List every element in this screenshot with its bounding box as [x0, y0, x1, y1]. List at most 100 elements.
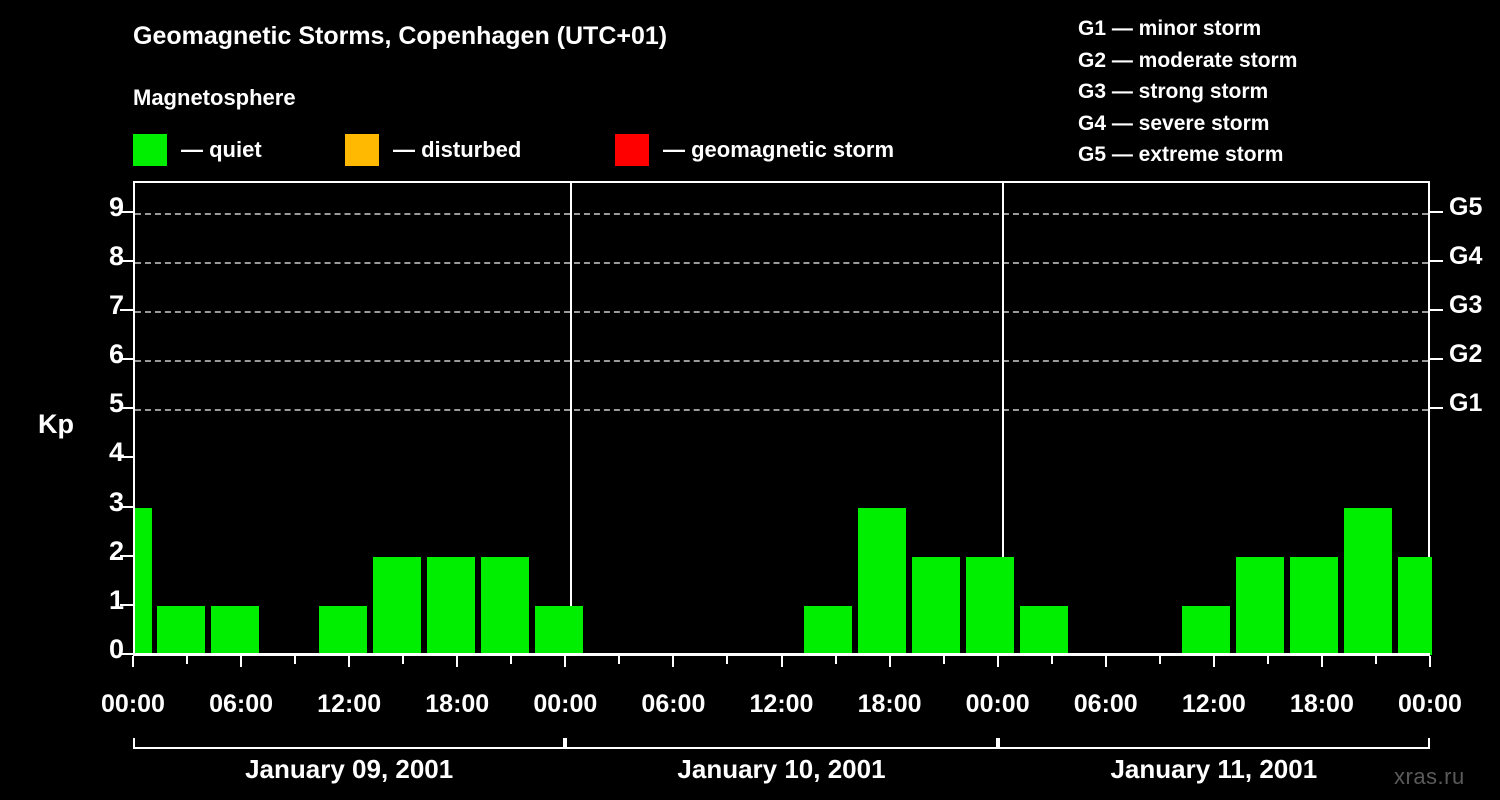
- y-tick-label-4: 4: [108, 437, 124, 468]
- disturbed-legend-text: — disturbed: [393, 137, 522, 162]
- kp-bar: [535, 605, 583, 655]
- plot-area: [133, 181, 1432, 655]
- magnetosphere-label: Magnetosphere: [133, 85, 296, 110]
- x-tick-mark-9: [1104, 656, 1107, 667]
- g-axis-tick-G5: [1430, 210, 1443, 213]
- x-tick-label-11: 18:00: [1289, 690, 1354, 718]
- x-axis-baseline: [133, 653, 1430, 656]
- geomagnetic-storm-legend-text: — geomagnetic storm: [663, 137, 895, 162]
- x-tick-mark-0: [132, 656, 134, 667]
- y-tick-label-6: 6: [108, 339, 124, 369]
- g-legend-row-1: G1 — minor storm: [1078, 17, 1262, 40]
- day-separator-2: [1002, 183, 1004, 655]
- x-tick-mark-8: [996, 656, 999, 667]
- x-minor-tick-19: [1158, 656, 1161, 664]
- gridline-kp-9: [135, 212, 1428, 215]
- quiet-legend: — quiet: [133, 132, 262, 168]
- kp-bar: [1020, 605, 1068, 655]
- page-title: Geomagnetic Storms, Copenhagen (UTC+01): [133, 22, 668, 50]
- g-axis-tick-G2: [1430, 358, 1443, 360]
- x-minor-tick-1: [186, 656, 189, 664]
- x-tick-mark-1: [240, 656, 243, 667]
- kp-bar: [912, 556, 960, 655]
- y-tick-label-2: 2: [108, 535, 124, 566]
- kp-bar: [1398, 556, 1432, 655]
- g-axis-label-G2: G2: [1449, 340, 1483, 368]
- kp-bar: [427, 556, 475, 655]
- y-axis-title: Kp: [38, 409, 74, 439]
- x-tick-mark-12: [1429, 656, 1431, 667]
- x-tick-label-6: 12:00: [749, 690, 814, 718]
- y-tick-label-0: 0: [108, 634, 124, 664]
- x-tick-label-12: 00:00: [1398, 690, 1462, 718]
- y-tick-mark-3: [120, 505, 133, 508]
- y-tick-label-8: 8: [108, 240, 124, 271]
- kp-bar: [858, 507, 906, 655]
- kp-bar: [1344, 507, 1392, 655]
- x-minor-tick-15: [942, 656, 945, 664]
- x-tick-label-3: 18:00: [425, 690, 490, 718]
- x-tick-label-5: 06:00: [641, 690, 706, 718]
- kp-bar: [1236, 556, 1284, 655]
- y-tick-mark-4: [120, 456, 133, 459]
- x-minor-tick-11: [726, 656, 729, 664]
- x-tick-mark-3: [456, 656, 459, 667]
- g-legend-row-3: G3 — strong storm: [1078, 80, 1269, 103]
- g-axis-tick-G1: [1430, 407, 1443, 410]
- plot-inner: [135, 183, 1432, 655]
- date-label-2: January 10, 2001: [677, 754, 886, 784]
- x-tick-mark-5: [672, 656, 675, 667]
- geomagnetic-storm-legend-swatch: [615, 134, 649, 166]
- g-axis-tick-G3: [1430, 308, 1443, 311]
- x-tick-mark-7: [888, 656, 891, 667]
- y-tick-label-7: 7: [108, 289, 124, 320]
- x-tick-mark-6: [780, 656, 783, 667]
- g-axis-label-G4: G4: [1449, 241, 1483, 270]
- x-tick-label-0: 00:00: [101, 690, 165, 718]
- y-tick-label-5: 5: [108, 388, 124, 419]
- gridline-kp-8: [135, 261, 1428, 264]
- g-axis-label-G1: G1: [1449, 389, 1483, 418]
- gridline-kp-5: [135, 409, 1428, 412]
- kp-bar: [966, 556, 1014, 655]
- x-minor-tick-9: [618, 656, 621, 664]
- x-tick-label-4: 00:00: [533, 690, 598, 718]
- y-tick-mark-5: [120, 407, 133, 410]
- x-tick-mark-4: [564, 656, 567, 667]
- g-axis-label-G5: G5: [1449, 192, 1483, 221]
- geomagnetic-storm-legend: — geomagnetic storm: [615, 132, 894, 168]
- g-legend-row-5: G5 — extreme storm: [1078, 143, 1284, 166]
- x-minor-tick-3: [294, 656, 297, 664]
- g-axis-tick-G4: [1430, 259, 1443, 262]
- x-tick-mark-2: [348, 656, 351, 667]
- y-tick-mark-7: [120, 308, 133, 311]
- kp-bar: [319, 605, 367, 655]
- date-label-1: January 09, 2001: [245, 754, 454, 784]
- date-bracket-2: [565, 738, 998, 749]
- kp-bar: [157, 605, 205, 655]
- g-legend-row-2: G2 — moderate storm: [1078, 48, 1298, 72]
- gridline-kp-6: [135, 360, 1428, 362]
- quiet-legend-text: — quiet: [181, 137, 262, 162]
- g-legend-row-4: G4 — severe storm: [1078, 111, 1270, 135]
- y-tick-mark-9: [120, 210, 133, 213]
- x-tick-label-9: 06:00: [1073, 690, 1138, 718]
- y-tick-mark-8: [120, 259, 133, 262]
- date-bracket-3: [997, 738, 1430, 749]
- date-bracket-1: [133, 738, 566, 749]
- x-tick-label-2: 12:00: [317, 690, 382, 718]
- disturbed-legend: — disturbed: [345, 132, 521, 168]
- kp-bar: [373, 556, 421, 655]
- y-tick-label-1: 1: [108, 584, 124, 615]
- x-tick-label-10: 12:00: [1181, 690, 1246, 718]
- y-tick-mark-0: [120, 653, 133, 655]
- x-minor-tick-23: [1374, 656, 1377, 664]
- x-minor-tick-17: [1050, 656, 1053, 664]
- kp-bar: [804, 605, 852, 655]
- x-minor-tick-13: [834, 656, 837, 664]
- kp-bar: [1182, 605, 1230, 655]
- date-label-3: January 11, 2001: [1110, 754, 1318, 784]
- x-minor-tick-5: [402, 656, 405, 664]
- x-tick-label-8: 00:00: [965, 690, 1030, 718]
- y-tick-label-9: 9: [108, 191, 124, 222]
